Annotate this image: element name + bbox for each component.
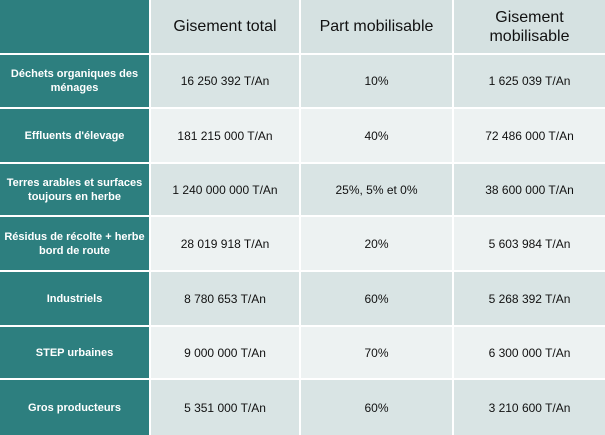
header-gisement-mobilisable: Gisement mobilisable (454, 0, 605, 55)
cell-gisement-total: 9 000 000 T/An (151, 327, 301, 380)
cell-gisement-total: 28 019 918 T/An (151, 217, 301, 272)
cell-gisement-mobilisable: 5 268 392 T/An (454, 272, 605, 327)
table-row: Terres arables et surfaces toujours en h… (0, 164, 605, 217)
table-row: Industriels 8 780 653 T/An 60% 5 268 392… (0, 272, 605, 327)
row-label: Déchets organiques des ménages (0, 55, 151, 109)
cell-part-mobilisable: 60% (301, 272, 454, 327)
cell-part-mobilisable: 40% (301, 109, 454, 164)
header-corner-cell (0, 0, 151, 55)
cell-part-mobilisable: 20% (301, 217, 454, 272)
cell-part-mobilisable: 10% (301, 55, 454, 109)
table-row: Résidus de récolte + herbe bord de route… (0, 217, 605, 272)
cell-gisement-total: 8 780 653 T/An (151, 272, 301, 327)
cell-gisement-total: 5 351 000 T/An (151, 380, 301, 435)
table-row: Effluents d'élevage 181 215 000 T/An 40%… (0, 109, 605, 164)
header-part-mobilisable: Part mobilisable (301, 0, 454, 55)
row-label: Gros producteurs (0, 380, 151, 435)
cell-gisement-mobilisable: 6 300 000 T/An (454, 327, 605, 380)
table-row: STEP urbaines 9 000 000 T/An 70% 6 300 0… (0, 327, 605, 380)
row-label: STEP urbaines (0, 327, 151, 380)
cell-gisement-mobilisable: 38 600 000 T/An (454, 164, 605, 217)
table-row: Déchets organiques des ménages 16 250 39… (0, 55, 605, 109)
row-label: Résidus de récolte + herbe bord de route (0, 217, 151, 272)
header-gisement-total: Gisement total (151, 0, 301, 55)
cell-gisement-mobilisable: 72 486 000 T/An (454, 109, 605, 164)
table-row: Gros producteurs 5 351 000 T/An 60% 3 21… (0, 380, 605, 435)
row-label: Industriels (0, 272, 151, 327)
cell-part-mobilisable: 70% (301, 327, 454, 380)
cell-gisement-mobilisable: 5 603 984 T/An (454, 217, 605, 272)
cell-part-mobilisable: 25%, 5% et 0% (301, 164, 454, 217)
cell-gisement-total: 181 215 000 T/An (151, 109, 301, 164)
row-label: Effluents d'élevage (0, 109, 151, 164)
cell-gisement-total: 1 240 000 000 T/An (151, 164, 301, 217)
cell-part-mobilisable: 60% (301, 380, 454, 435)
row-label: Terres arables et surfaces toujours en h… (0, 164, 151, 217)
cell-gisement-mobilisable: 3 210 600 T/An (454, 380, 605, 435)
header-row: Gisement total Part mobilisable Gisement… (0, 0, 605, 55)
cell-gisement-mobilisable: 1 625 039 T/An (454, 55, 605, 109)
cell-gisement-total: 16 250 392 T/An (151, 55, 301, 109)
